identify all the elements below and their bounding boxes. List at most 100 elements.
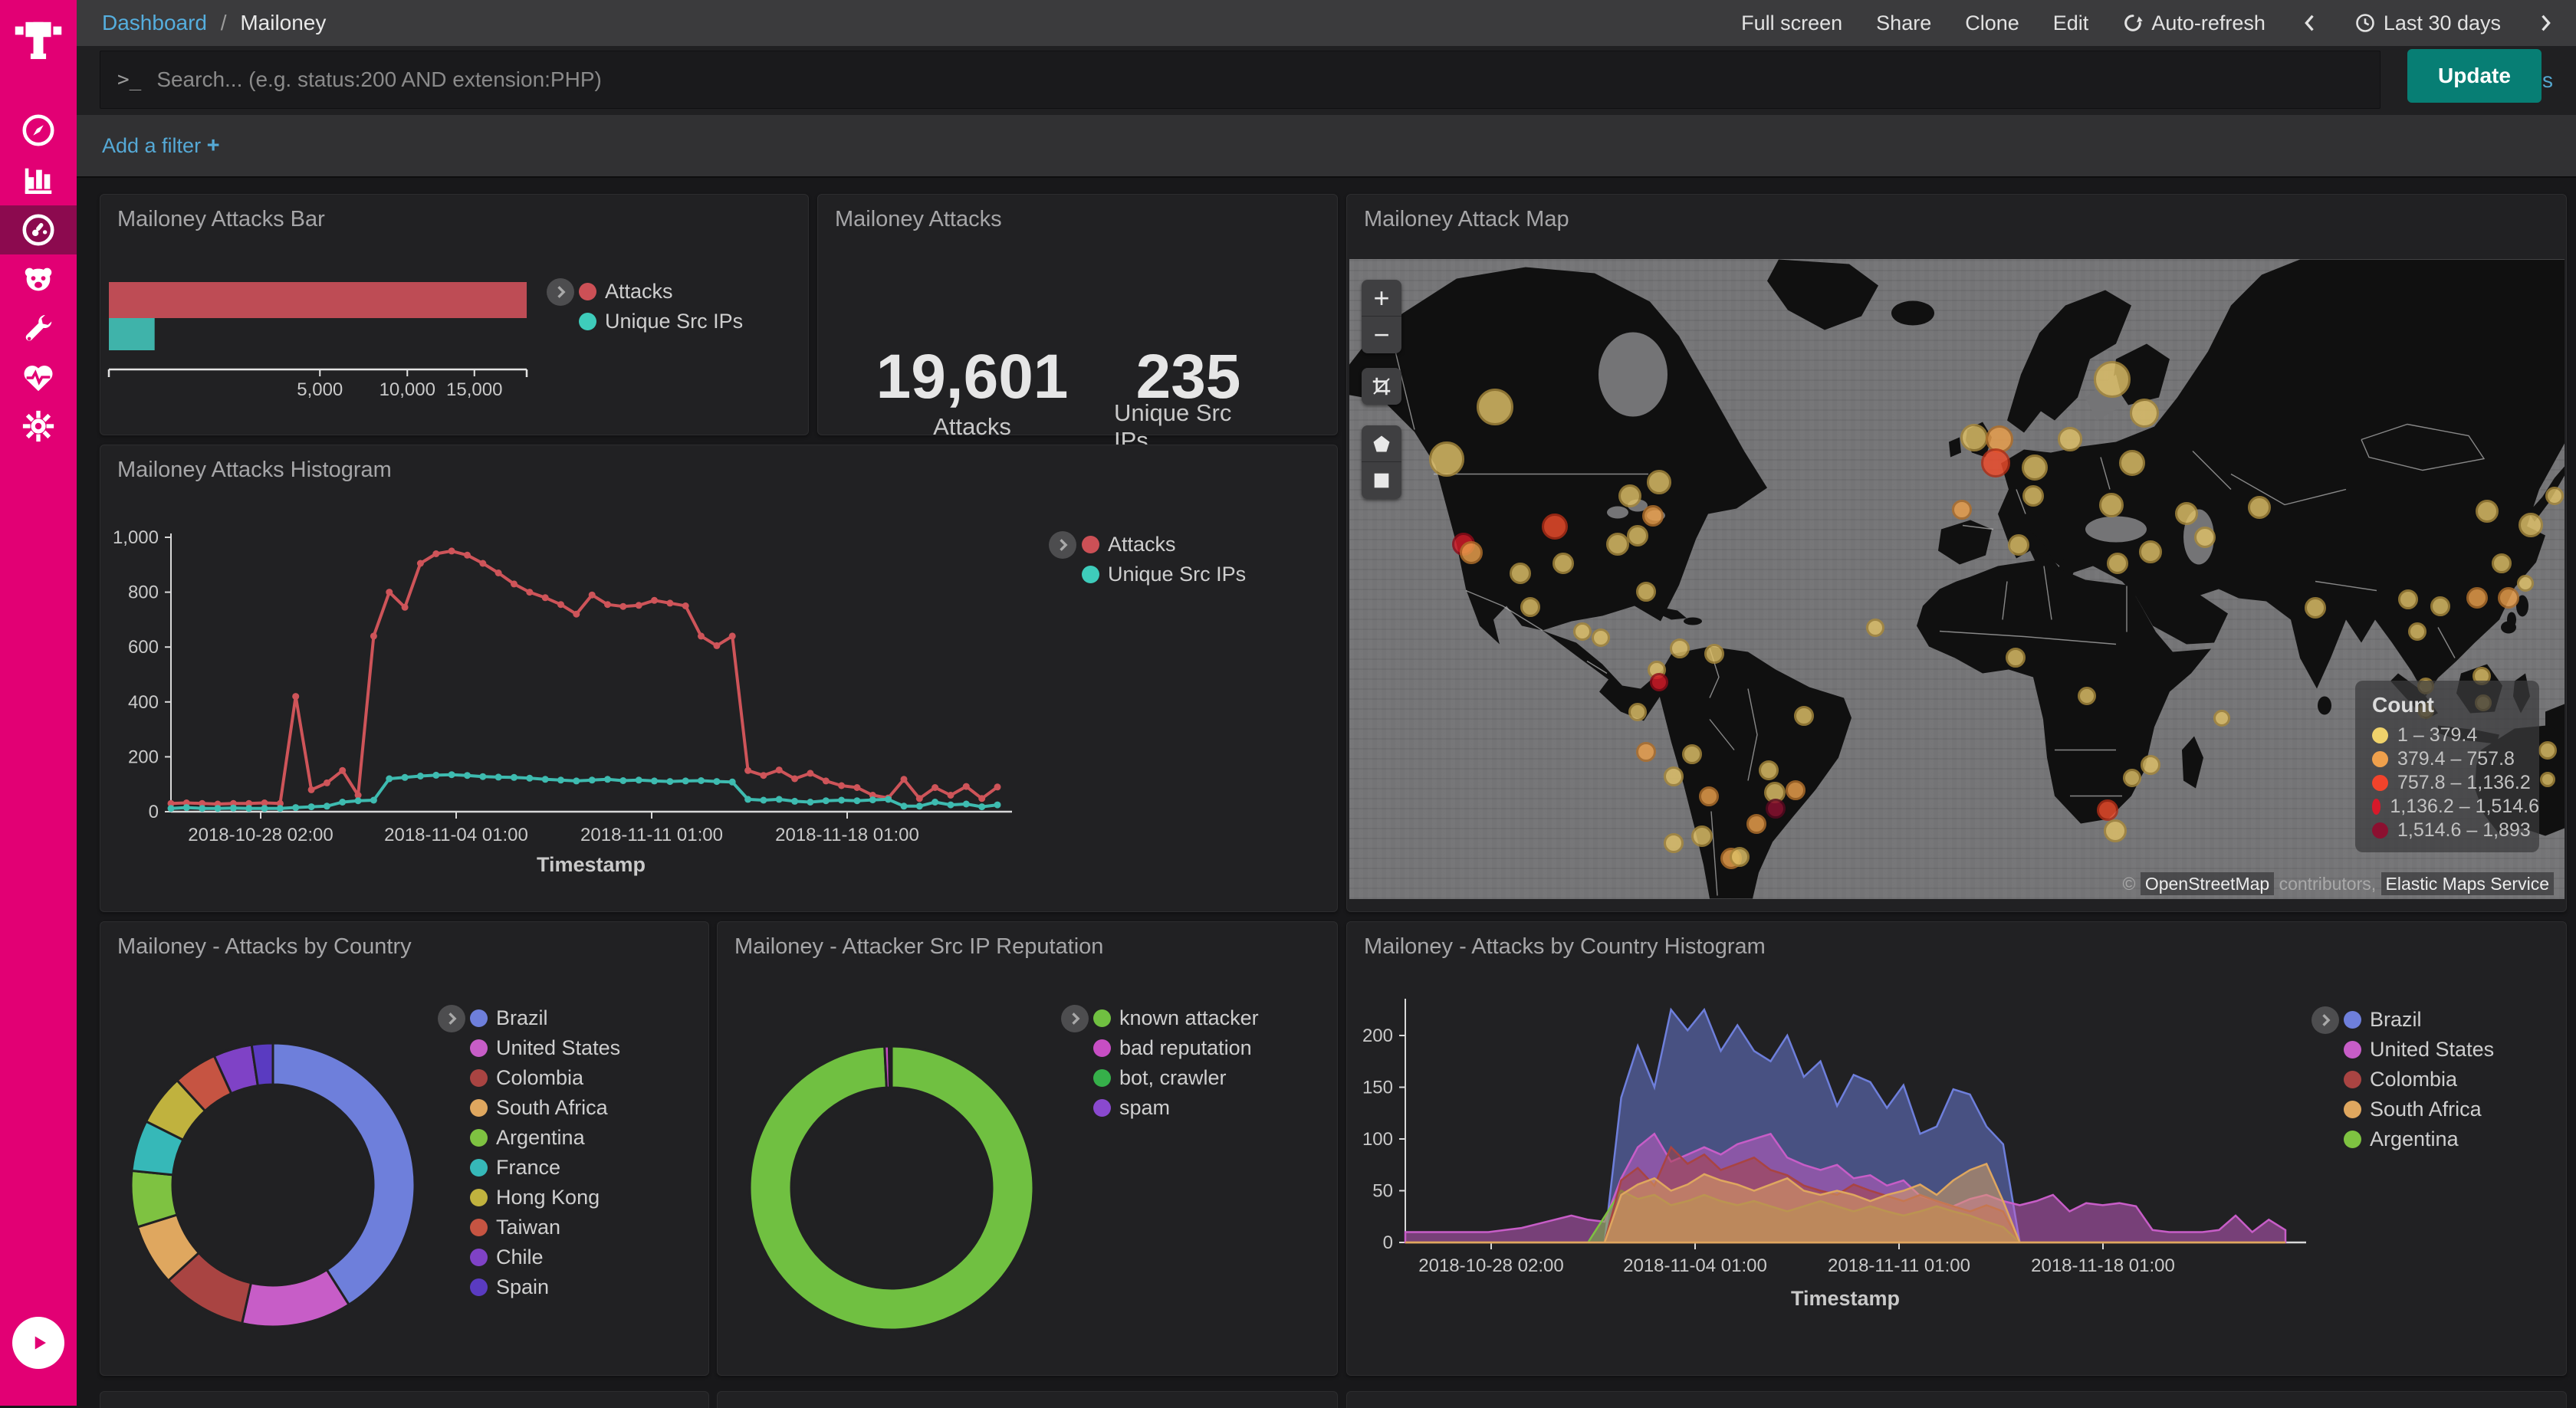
donut-slice-known-attacker[interactable] [748,1045,1035,1331]
legend-item[interactable]: South Africa [2344,1095,2494,1124]
attack-bubble[interactable] [2475,499,2499,523]
legend-item[interactable]: Brazil [2344,1005,2494,1035]
attack-bubble[interactable] [2008,534,2030,556]
legend-item[interactable]: Argentina [470,1123,620,1153]
crop-fit-button[interactable] [1362,368,1401,405]
attack-bubble[interactable] [1981,448,2011,478]
attack-bubble[interactable] [2106,552,2128,574]
legend-item[interactable]: bad reputation [1093,1033,1259,1063]
attack-bubble[interactable] [1758,760,1779,781]
donut-slice-spam[interactable] [889,1045,893,1089]
attack-bubble[interactable] [2538,741,2557,760]
attack-bubble[interactable] [1510,562,1532,584]
attack-bubble[interactable] [2408,622,2427,641]
attack-bubble[interactable] [2518,513,2543,538]
auto-refresh-button[interactable]: Auto-refresh [2122,11,2266,35]
attack-bubble[interactable] [1592,629,1611,648]
attack-bubble[interactable] [1699,786,1720,806]
attack-bubble[interactable] [1428,441,1464,478]
legend-item[interactable]: United States [470,1033,620,1063]
time-back-button[interactable] [2299,12,2321,34]
sidebar-item-discover[interactable] [0,106,77,155]
legend-item[interactable]: South Africa [470,1093,620,1123]
clone-button[interactable]: Clone [1965,11,2019,34]
country-histogram-chart[interactable]: 0 50 100 150 200 2018-10-28 02:00 2018-11-04 0… [1347,922,2566,1375]
attacks-bar-chart[interactable]: 5,000 10,000 15,000 [100,195,808,435]
attack-bubble[interactable] [2118,450,2145,477]
attack-bubble[interactable] [1628,703,1647,722]
share-button[interactable]: Share [1876,11,1932,34]
attack-bubble[interactable] [2021,455,2048,481]
legend-toggle-button[interactable] [1049,531,1076,559]
attack-bubble[interactable] [2213,709,2231,727]
legend-item[interactable]: Hong Kong [470,1183,620,1213]
attack-bubble[interactable] [1664,766,1684,786]
attack-bubble[interactable] [2138,540,2162,563]
attack-bubble[interactable] [2397,589,2418,610]
legend-item[interactable]: Colombia [2344,1065,2494,1095]
attack-bubble[interactable] [1552,552,1574,574]
draw-rectangle-button[interactable] [1362,462,1401,499]
legend-item[interactable]: Spain [470,1272,620,1302]
search-input[interactable] [156,67,2380,92]
attack-bubble[interactable] [1520,597,1541,618]
attack-bubble[interactable] [2129,399,2159,428]
ems-link[interactable]: Elastic Maps Service [2380,872,2554,895]
attack-bubble[interactable] [1793,706,1814,727]
attack-bubble[interactable] [2140,754,2160,775]
full-screen-button[interactable]: Full screen [1741,11,1843,34]
attack-bubble[interactable] [2539,771,2555,787]
attack-bubble[interactable] [1459,541,1483,565]
edit-button[interactable]: Edit [2052,11,2089,34]
attack-bubble[interactable] [1681,744,1702,765]
legend-item[interactable]: France [470,1153,620,1183]
attack-bubble[interactable] [2430,596,2451,616]
attacks-by-country-donut[interactable] [100,922,708,1375]
attack-bubble[interactable] [1635,582,1656,602]
legend-item[interactable]: Attacks [1082,530,1246,560]
legend-item[interactable]: Taiwan [470,1213,620,1242]
attack-bubble[interactable] [2175,502,2199,526]
zoom-in-button[interactable]: + [1362,280,1401,317]
attack-bubble[interactable] [1704,644,1724,665]
legend-toggle-button[interactable] [547,278,574,306]
legend-item[interactable]: Brazil [470,1003,620,1033]
attack-bubble[interactable] [2498,586,2520,609]
attack-bubble[interactable] [2098,493,2124,518]
legend-item[interactable]: Unique Src IPs [579,307,743,336]
legend-toggle-button[interactable] [1061,1005,1089,1032]
attack-bubble[interactable] [1606,533,1630,556]
sidebar-item-visualize[interactable] [0,156,77,205]
sidebar-item-dashboard[interactable] [0,205,77,254]
attack-bubble[interactable] [1664,832,1684,853]
legend-toggle-button[interactable] [438,1005,465,1032]
time-picker-button[interactable]: Last 30 days [2354,11,2501,35]
attack-bubble[interactable] [1642,504,1664,527]
legend-item[interactable]: Unique Src IPs [1082,560,1246,589]
breadcrumb-dashboard-link[interactable]: Dashboard [102,11,207,34]
legend-item[interactable]: spam [1093,1093,1259,1123]
attack-bubble[interactable] [1573,622,1592,641]
attack-bubble[interactable] [2097,799,2119,821]
attack-bubble[interactable] [1951,500,1972,520]
time-forward-button[interactable] [2535,12,2556,34]
attack-bubble[interactable] [2248,495,2272,519]
legend-toggle-button[interactable] [2312,1006,2339,1034]
attack-bubble[interactable] [1785,780,1806,801]
legend-item[interactable]: Colombia [470,1063,620,1093]
attack-bubble[interactable] [2057,426,2082,451]
attack-bubble[interactable] [2545,486,2564,505]
attack-bubble[interactable] [1960,423,1988,451]
donut-slice-brazil[interactable] [271,1042,416,1307]
update-button[interactable]: Update [2407,49,2542,103]
attack-bubble[interactable] [1866,618,1885,637]
attack-bubble[interactable] [1766,799,1786,819]
sidebar-item-management[interactable] [0,402,77,451]
attack-bubble[interactable] [1691,825,1713,848]
attack-bubble[interactable] [1635,741,1656,762]
attacks-histogram-chart[interactable]: 0 200 400 600 800 1,000 2018-10-28 02:00 2018-1… [100,445,1337,911]
zoom-out-button[interactable]: − [1373,319,1390,350]
draw-polygon-button[interactable] [1362,425,1401,462]
legend-item[interactable]: United States [2344,1035,2494,1065]
attack-bubble[interactable] [2305,597,2327,619]
